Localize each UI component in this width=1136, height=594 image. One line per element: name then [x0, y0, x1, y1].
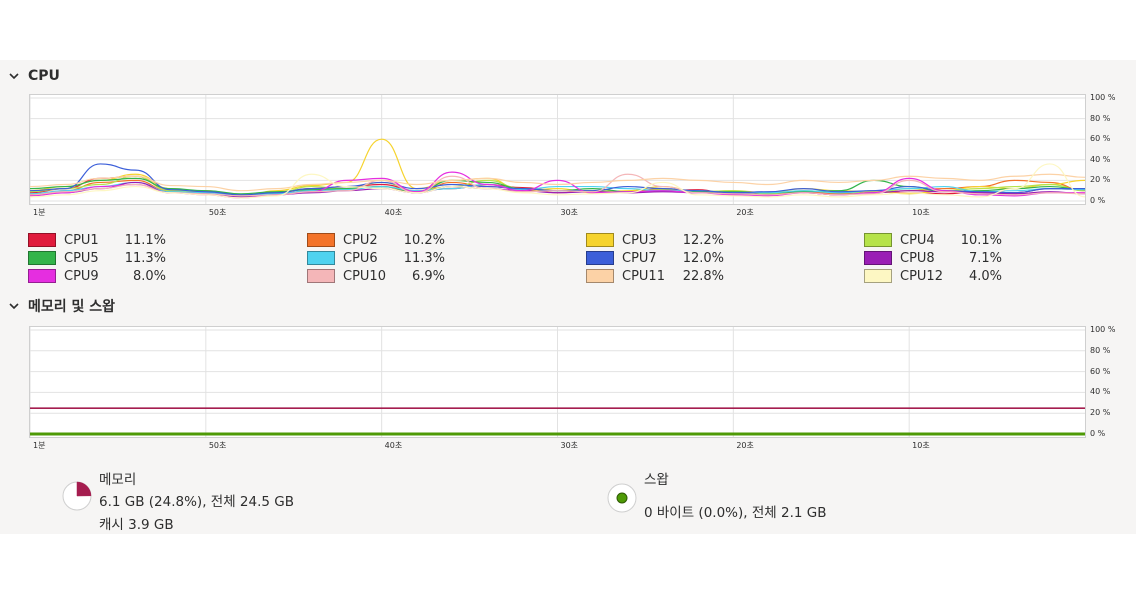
cpu-legend-value: 11.1%: [124, 232, 166, 248]
memory-graph-canvas: [30, 327, 1085, 437]
cpu-legend-value: 6.9%: [411, 268, 445, 284]
cpu-y-tick-label: 60 %: [1090, 134, 1111, 144]
cpu-legend-name: CPU4: [900, 232, 935, 248]
cpu-legend-item-cpu11[interactable]: CPU11 22.8%: [586, 267, 724, 285]
mem-y-tick-label: 0 %: [1090, 429, 1106, 438]
cpu-legend-item-cpu3[interactable]: CPU3 12.2%: [586, 231, 724, 249]
color-swatch[interactable]: [586, 269, 614, 283]
cpu-legend-value: 10.2%: [403, 232, 445, 248]
color-swatch[interactable]: [307, 251, 335, 265]
cpu-legend-name: CPU2: [343, 232, 378, 248]
cpu-series-CPU6: [30, 181, 1085, 197]
cpu-legend-item-cpu6[interactable]: CPU6 11.3%: [307, 249, 445, 267]
mem-y-tick-label: 80 %: [1090, 345, 1111, 355]
color-swatch[interactable]: [864, 233, 892, 247]
cpu-series-CPU12: [30, 163, 1085, 199]
cpu-legend-value: 12.2%: [682, 232, 724, 248]
mem-x-tick-label: 1분: [33, 441, 46, 450]
color-swatch[interactable]: [307, 233, 335, 247]
mem-y-tick-label: 60 %: [1090, 366, 1111, 376]
cpu-legend-value: 4.0%: [968, 268, 1002, 284]
swap-label: 스왑: [644, 472, 669, 488]
cpu-section-title: CPU: [28, 68, 60, 84]
mem-x-tick-label: 50초: [208, 441, 227, 450]
cpu-y-tick-label: 100 %: [1090, 93, 1116, 102]
chevron-down-icon: [9, 73, 19, 80]
cpu-legend-name: CPU9: [64, 268, 99, 284]
cpu-legend-item-cpu12[interactable]: CPU12 4.0%: [864, 267, 1002, 285]
cpu-legend-item-cpu2[interactable]: CPU2 10.2%: [307, 231, 445, 249]
cpu-x-tick-label: 30초: [560, 208, 579, 217]
cpu-section-header[interactable]: CPU: [8, 66, 60, 86]
mem-y-tick-label: 20 %: [1090, 408, 1111, 418]
mem-x-tick-label: 10초: [912, 441, 930, 450]
memory-section-header[interactable]: 메모리 및 스왑: [8, 296, 115, 316]
resources-panel: CPU CPU1 11.1% CPU2 10.2% CPU3 12.2% CPU4 10.1%…: [0, 60, 1136, 534]
swap-usage: 0 바이트 (0.0%), 전체 2.1 GB: [644, 505, 827, 521]
cpu-legend-value: 12.0%: [682, 250, 724, 266]
memory-section-title: 메모리 및 스왑: [28, 299, 116, 315]
mem-y-tick-label: 40 %: [1090, 387, 1111, 397]
memory-history-graph: [29, 326, 1086, 438]
memory-usage: 6.1 GB (24.8%), 전체 24.5 GB: [99, 494, 294, 510]
cpu-series-CPU11: [30, 173, 1085, 192]
cpu-legend-value: 22.8%: [682, 268, 724, 284]
cpu-legend-value: 11.3%: [403, 250, 445, 266]
cpu-legend-name: CPU3: [622, 232, 657, 248]
color-swatch[interactable]: [586, 251, 614, 265]
cpu-legend-name: CPU8: [900, 250, 935, 266]
cpu-x-tick-label: 50초: [208, 208, 227, 217]
color-swatch[interactable]: [28, 251, 56, 265]
cpu-legend-value: 8.0%: [132, 268, 166, 284]
cpu-legend-item-cpu1[interactable]: CPU1 11.1%: [28, 231, 166, 249]
mem-y-tick-label: 100 %: [1090, 325, 1116, 334]
cpu-legend-item-cpu10[interactable]: CPU10 6.9%: [307, 267, 445, 285]
color-swatch[interactable]: [864, 251, 892, 265]
cpu-legend-name: CPU7: [622, 250, 657, 266]
memory-cache: 캐시 3.9 GB: [99, 517, 174, 533]
cpu-x-tick-label: 10초: [912, 208, 930, 217]
memory-label: 메모리: [99, 472, 137, 488]
cpu-graph-canvas: [30, 95, 1085, 204]
cpu-legend-name: CPU1: [64, 232, 99, 248]
swap-pie-icon[interactable]: [607, 483, 637, 513]
cpu-legend-name: CPU6: [343, 250, 378, 266]
cpu-legend-name: CPU10: [343, 268, 386, 284]
cpu-legend-item-cpu9[interactable]: CPU9 8.0%: [28, 267, 166, 285]
cpu-legend-name: CPU5: [64, 250, 99, 266]
cpu-legend-name: CPU12: [900, 268, 943, 284]
cpu-y-tick-label: 0 %: [1090, 196, 1106, 205]
cpu-x-tick-label: 40초: [384, 208, 403, 217]
cpu-legend-name: CPU11: [622, 268, 665, 284]
cpu-history-graph: [29, 94, 1086, 205]
cpu-y-tick-label: 20 %: [1090, 175, 1111, 185]
mem-x-tick-label: 20초: [736, 441, 754, 450]
color-swatch[interactable]: [28, 233, 56, 247]
cpu-legend-value: 7.1%: [968, 250, 1002, 266]
cpu-legend-value: 10.1%: [960, 232, 1002, 248]
cpu-series-CPU10: [30, 173, 1085, 197]
cpu-x-tick-label: 20초: [736, 208, 754, 217]
cpu-x-tick-label: 1분: [33, 208, 46, 217]
cpu-legend-item-cpu4[interactable]: CPU4 10.1%: [864, 231, 1002, 249]
color-swatch[interactable]: [307, 269, 335, 283]
cpu-legend-item-cpu5[interactable]: CPU5 11.3%: [28, 249, 166, 267]
mem-x-tick-label: 30초: [560, 441, 579, 450]
color-swatch[interactable]: [28, 269, 56, 283]
mem-x-tick-label: 40초: [384, 441, 403, 450]
cpu-legend-item-cpu7[interactable]: CPU7 12.0%: [586, 249, 724, 267]
cpu-legend-value: 11.3%: [124, 250, 166, 266]
cpu-y-tick-label: 40 %: [1090, 154, 1111, 164]
chevron-down-icon: [9, 303, 19, 310]
memory-pie-icon[interactable]: [62, 481, 92, 511]
color-swatch[interactable]: [864, 269, 892, 283]
cpu-legend-item-cpu8[interactable]: CPU8 7.1%: [864, 249, 1002, 267]
cpu-y-tick-label: 80 %: [1090, 113, 1111, 123]
color-swatch[interactable]: [586, 233, 614, 247]
